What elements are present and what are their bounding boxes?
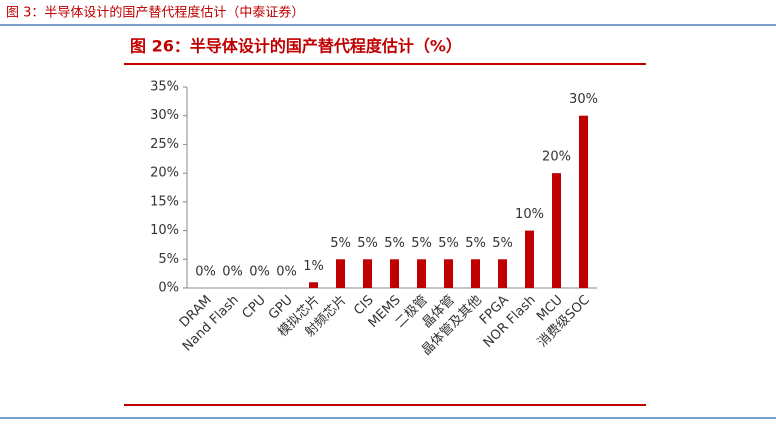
y-tick-label: 20% bbox=[150, 166, 179, 181]
bar bbox=[525, 230, 534, 288]
y-tick-label: 5% bbox=[158, 252, 179, 267]
bar bbox=[579, 115, 588, 288]
value-label: 5% bbox=[357, 236, 378, 251]
page-header: 图 3：半导体设计的国产替代程度估计（中泰证券） bbox=[6, 5, 304, 21]
y-tick-label: 30% bbox=[150, 108, 179, 123]
value-label: 1% bbox=[303, 259, 324, 274]
y-tick-label: 35% bbox=[150, 80, 179, 95]
bar bbox=[471, 259, 480, 288]
bar bbox=[444, 259, 453, 288]
bar bbox=[390, 259, 399, 288]
bar bbox=[309, 282, 318, 288]
value-label: 5% bbox=[384, 236, 405, 251]
value-label: 5% bbox=[438, 236, 459, 251]
value-label: 0% bbox=[222, 265, 243, 280]
value-label: 5% bbox=[492, 236, 513, 251]
value-label: 30% bbox=[569, 92, 598, 107]
value-label: 20% bbox=[542, 150, 571, 165]
bar bbox=[417, 259, 426, 288]
value-label: 5% bbox=[330, 236, 351, 251]
bar bbox=[363, 259, 372, 288]
y-tick-label: 25% bbox=[150, 137, 179, 152]
value-label: 5% bbox=[411, 236, 432, 251]
value-label: 5% bbox=[465, 236, 486, 251]
value-label: 0% bbox=[195, 265, 216, 280]
x-tick-label: CPU bbox=[240, 293, 269, 322]
value-label: 0% bbox=[276, 265, 297, 280]
y-tick-label: 10% bbox=[150, 223, 179, 238]
y-tick-label: 15% bbox=[150, 194, 179, 209]
chart-title: 图 26：半导体设计的国产替代程度估计（%） bbox=[130, 37, 462, 56]
bar bbox=[498, 259, 507, 288]
y-tick-label: 0% bbox=[158, 281, 179, 296]
value-label: 0% bbox=[249, 265, 270, 280]
bar bbox=[336, 259, 345, 288]
value-label: 10% bbox=[515, 207, 544, 222]
bar bbox=[552, 173, 561, 288]
